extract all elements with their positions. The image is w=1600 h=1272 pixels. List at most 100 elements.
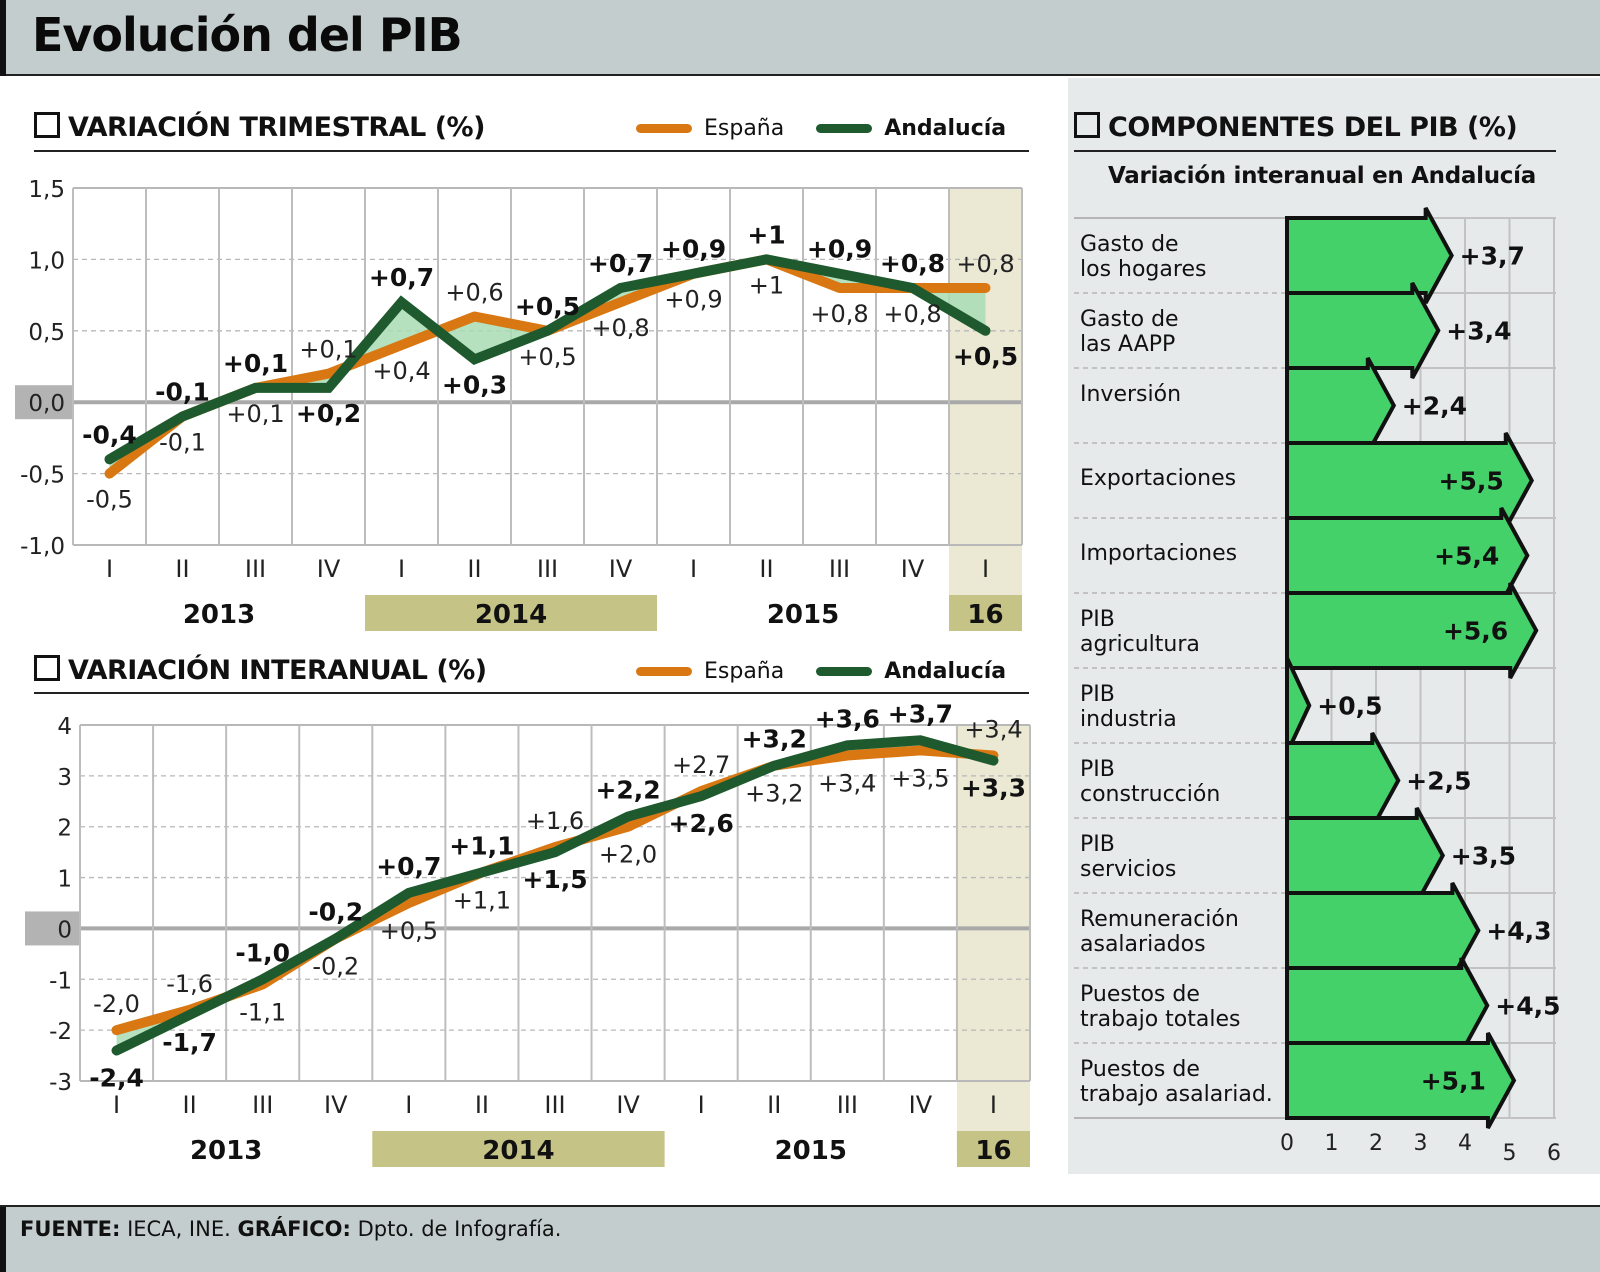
x-tick-label: I <box>982 555 989 583</box>
category-label: Puestos de <box>1080 982 1200 1007</box>
category-label: PIB <box>1080 832 1115 857</box>
x-tick-label: III <box>829 555 850 583</box>
spain-data-label: +3,4 <box>818 770 876 798</box>
category-label: trabajo totales <box>1080 1007 1240 1032</box>
annual-title-rule <box>34 692 1029 694</box>
category-label: industria <box>1080 707 1177 732</box>
x-tick-label: II <box>475 1091 489 1119</box>
spain-data-label: +0,1 <box>299 336 357 364</box>
spain-data-label: +2,0 <box>599 841 657 869</box>
source-label: FUENTE: <box>20 1217 121 1241</box>
value-label: +4,3 <box>1486 917 1551 946</box>
zero-label-box <box>15 385 73 420</box>
x-tick-label: IV <box>901 555 925 583</box>
andalucia-data-label: -1,7 <box>162 1028 217 1057</box>
spain-data-label: +0,8 <box>810 300 868 328</box>
legend-item-andalucia: Andalucía <box>816 116 1006 141</box>
spain-data-label: +3,5 <box>891 764 949 792</box>
y-tick-label: 0,0 <box>28 391 65 417</box>
year-band <box>956 1131 1030 1167</box>
value-label: +3,7 <box>1460 242 1525 271</box>
category-label: PIB <box>1080 757 1115 782</box>
x-tick-label: IV <box>616 1091 640 1119</box>
andalucia-data-label: +0,1 <box>223 349 288 378</box>
x-tick-label: 4 <box>1458 1131 1472 1156</box>
quarterly-title-rule <box>34 150 1029 152</box>
quarterly-chart: 1,5 1,0 0,5 0,0 -0,5 -1,0 -0,4 -0,5 -0,1 -0,1 +0,1… <box>15 177 1023 631</box>
x-tick-label: I <box>698 1091 705 1119</box>
spain-data-label: +3,2 <box>745 780 803 808</box>
footer: FUENTE: IECA, INE. GRÁFICO: Dpto. de Inf… <box>0 1205 1600 1272</box>
value-label: +5,6 <box>1443 617 1508 646</box>
value-label: +3,4 <box>1446 317 1511 346</box>
category-label: trabajo asalariad. <box>1080 1082 1273 1107</box>
x-tick-label: III <box>544 1091 565 1119</box>
x-tick-label: 0 <box>1280 1131 1294 1156</box>
category-label: PIB <box>1080 682 1115 707</box>
category-label: Gasto de <box>1080 232 1179 257</box>
spain-data-label: +1,1 <box>453 886 511 914</box>
value-arrow <box>1285 732 1401 829</box>
year-band <box>949 595 1022 631</box>
x-tick-label: 3 <box>1414 1131 1428 1156</box>
year-label: 2014 <box>475 600 547 630</box>
value-arrow <box>1285 207 1454 304</box>
annual-legend: España Andalucía <box>636 659 1006 684</box>
x-tick-label: IV <box>609 555 633 583</box>
y-tick-label: -1,0 <box>20 534 65 560</box>
legend-item-andalucia: Andalucía <box>816 659 1006 684</box>
year-band <box>372 1131 665 1167</box>
y-tick-label: 2 <box>57 816 72 842</box>
x-tick-label: 1 <box>1325 1131 1339 1156</box>
page-title: Evolución del PIB <box>32 8 463 62</box>
x-tick-label: IV <box>324 1091 348 1119</box>
category-label: servicios <box>1080 857 1176 882</box>
header: Evolución del PIB <box>0 0 1600 76</box>
category-label: construcción <box>1080 782 1220 807</box>
value-label: +4,5 <box>1495 992 1560 1021</box>
spain-data-label: +2,7 <box>672 751 730 779</box>
legend-label-andalucia: Andalucía <box>884 116 1007 141</box>
x-tick-label: II <box>767 1091 781 1119</box>
year-band <box>365 595 657 631</box>
footer-accent-bar <box>0 1207 6 1272</box>
category-label: Gasto de <box>1080 307 1179 332</box>
year-label: 2014 <box>482 1136 554 1166</box>
components-title-text: COMPONENTES DEL PIB (%) <box>1108 112 1518 143</box>
andalucia-data-label: +0,7 <box>369 263 434 292</box>
components-subtitle: Variación interanual en Andalucía <box>1108 163 1536 189</box>
andalucia-data-label: -2,4 <box>89 1063 144 1092</box>
y-tick-label: 4 <box>57 714 72 740</box>
andalucia-data-label: +0,9 <box>807 235 872 264</box>
spain-data-label: +3,4 <box>964 716 1022 744</box>
spain-data-label: +0,8 <box>591 314 649 342</box>
x-tick-label: 5 <box>1503 1141 1517 1166</box>
category-label: Inversión <box>1080 382 1181 407</box>
andalucia-data-label: +0,5 <box>953 342 1018 371</box>
y-tick-label: -3 <box>49 1070 72 1096</box>
value-label: +0,5 <box>1317 692 1382 721</box>
spain-data-label: +0,1 <box>226 400 284 428</box>
andalucia-data-label: +0,7 <box>376 852 441 881</box>
year-label: 2013 <box>190 1136 262 1166</box>
spain-data-label: +0,8 <box>956 250 1014 278</box>
x-tick-label: I <box>398 555 405 583</box>
annual-chart: 4 3 2 1 0 -1 -2 -3 -2,4 -2,0 -1,7 -1,6 -1,0 -1,1 -0,2 -… <box>25 700 1031 1167</box>
value-arrow <box>1285 357 1397 454</box>
spain-data-label: -0,5 <box>86 486 133 514</box>
y-tick-label: 0,5 <box>28 320 65 346</box>
andalucia-data-label: +3,6 <box>815 704 880 733</box>
y-tick-label: 3 <box>57 765 72 791</box>
andalucia-line <box>111 735 999 1056</box>
x-tick-label: II <box>467 555 481 583</box>
spain-data-label: -1,1 <box>239 998 286 1026</box>
year-label: 16 <box>967 600 1003 630</box>
andalucia-data-label: -0,2 <box>308 898 363 927</box>
spain-data-label: +1 <box>749 271 784 299</box>
zero-label-box <box>25 911 80 946</box>
x-tick-label: I <box>690 555 697 583</box>
andalucia-data-label: +3,7 <box>888 700 953 728</box>
category-label: Exportaciones <box>1080 466 1236 491</box>
y-tick-label: 1,5 <box>28 177 65 203</box>
andalucia-data-label: +0,5 <box>515 292 580 321</box>
